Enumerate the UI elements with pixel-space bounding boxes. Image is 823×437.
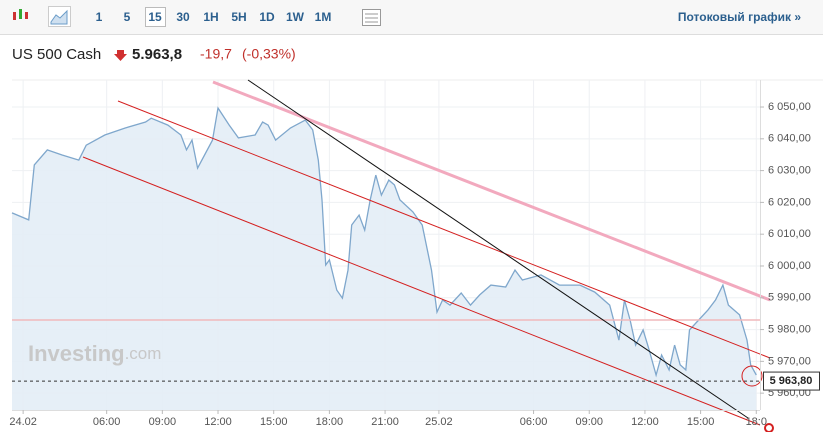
y-tick-label: 6 000,00 [768,260,811,272]
settings-icon[interactable] [362,9,381,26]
interval-button[interactable]: 15 [148,10,162,24]
candle-icon[interactable] [13,9,28,20]
x-tick-label: 12:00 [631,416,659,428]
area-icon[interactable] [48,6,71,27]
toolbar [0,0,823,34]
change-percent: (-0,33%) [242,46,296,62]
x-tick-label: 12:00 [204,416,232,428]
interval-button[interactable]: 30 [176,10,190,24]
interval-button[interactable]: 1H [203,10,218,24]
icon-shape [50,9,68,25]
x-tick-label: 25.02 [425,416,453,428]
price: 5.963,8 [132,46,182,63]
interval-button[interactable]: 1 [96,10,103,24]
y-tick-label: 6 010,00 [768,228,811,240]
x-tick-label: 21:00 [371,416,399,428]
trend-line [247,79,749,419]
x-tick-label: 15:00 [687,416,715,428]
y-tick-label: 5 990,00 [768,292,811,304]
y-tick-label: 6 020,00 [768,196,811,208]
x-tick-label: 18:00 [316,416,344,428]
area-fill [12,108,757,410]
stream-link[interactable]: Потоковый график » [678,10,801,24]
y-tick-label: 6 030,00 [768,165,811,177]
y-tick-label: 6 040,00 [768,133,811,145]
candle [13,12,16,20]
watermark: Investing.com [28,341,161,366]
x-tick-label: 09:00 [149,416,177,428]
x-tick-label: 06:00 [520,416,548,428]
x-tick-label: 09:00 [575,416,603,428]
candle [19,9,22,19]
last-price-label: 5 963,80 [770,375,813,387]
interval-button[interactable]: 1M [315,10,332,24]
x-tick-label: 24.02 [9,416,37,428]
change: -19,7 [200,46,232,62]
interval-button[interactable]: 1W [286,10,305,24]
interval-button[interactable]: 5 [124,10,131,24]
instrument-name: US 500 Cash [12,46,101,63]
interval-button[interactable]: 5H [231,10,246,24]
y-tick-label: 5 970,00 [768,355,811,367]
watermark-brand: Investing [28,341,125,366]
channel-line [82,156,761,426]
trend-line [212,80,771,302]
down-arrow [114,50,127,61]
x-tick-label: 18:0 [746,416,767,428]
candle [25,12,28,19]
watermark-suffix: .com [125,344,162,363]
marker-circle [741,365,763,387]
y-tick-label: 5 980,00 [768,323,811,335]
y-tick-label: 6 050,00 [768,101,811,113]
channel-line [117,100,771,359]
last-price-box [763,371,820,391]
x-tick-label: 15:00 [260,416,288,428]
price-line [11,106,757,378]
active-interval-frame [145,7,166,27]
interval-button[interactable]: 1D [259,10,275,24]
x-tick-label: 06:00 [93,416,121,428]
